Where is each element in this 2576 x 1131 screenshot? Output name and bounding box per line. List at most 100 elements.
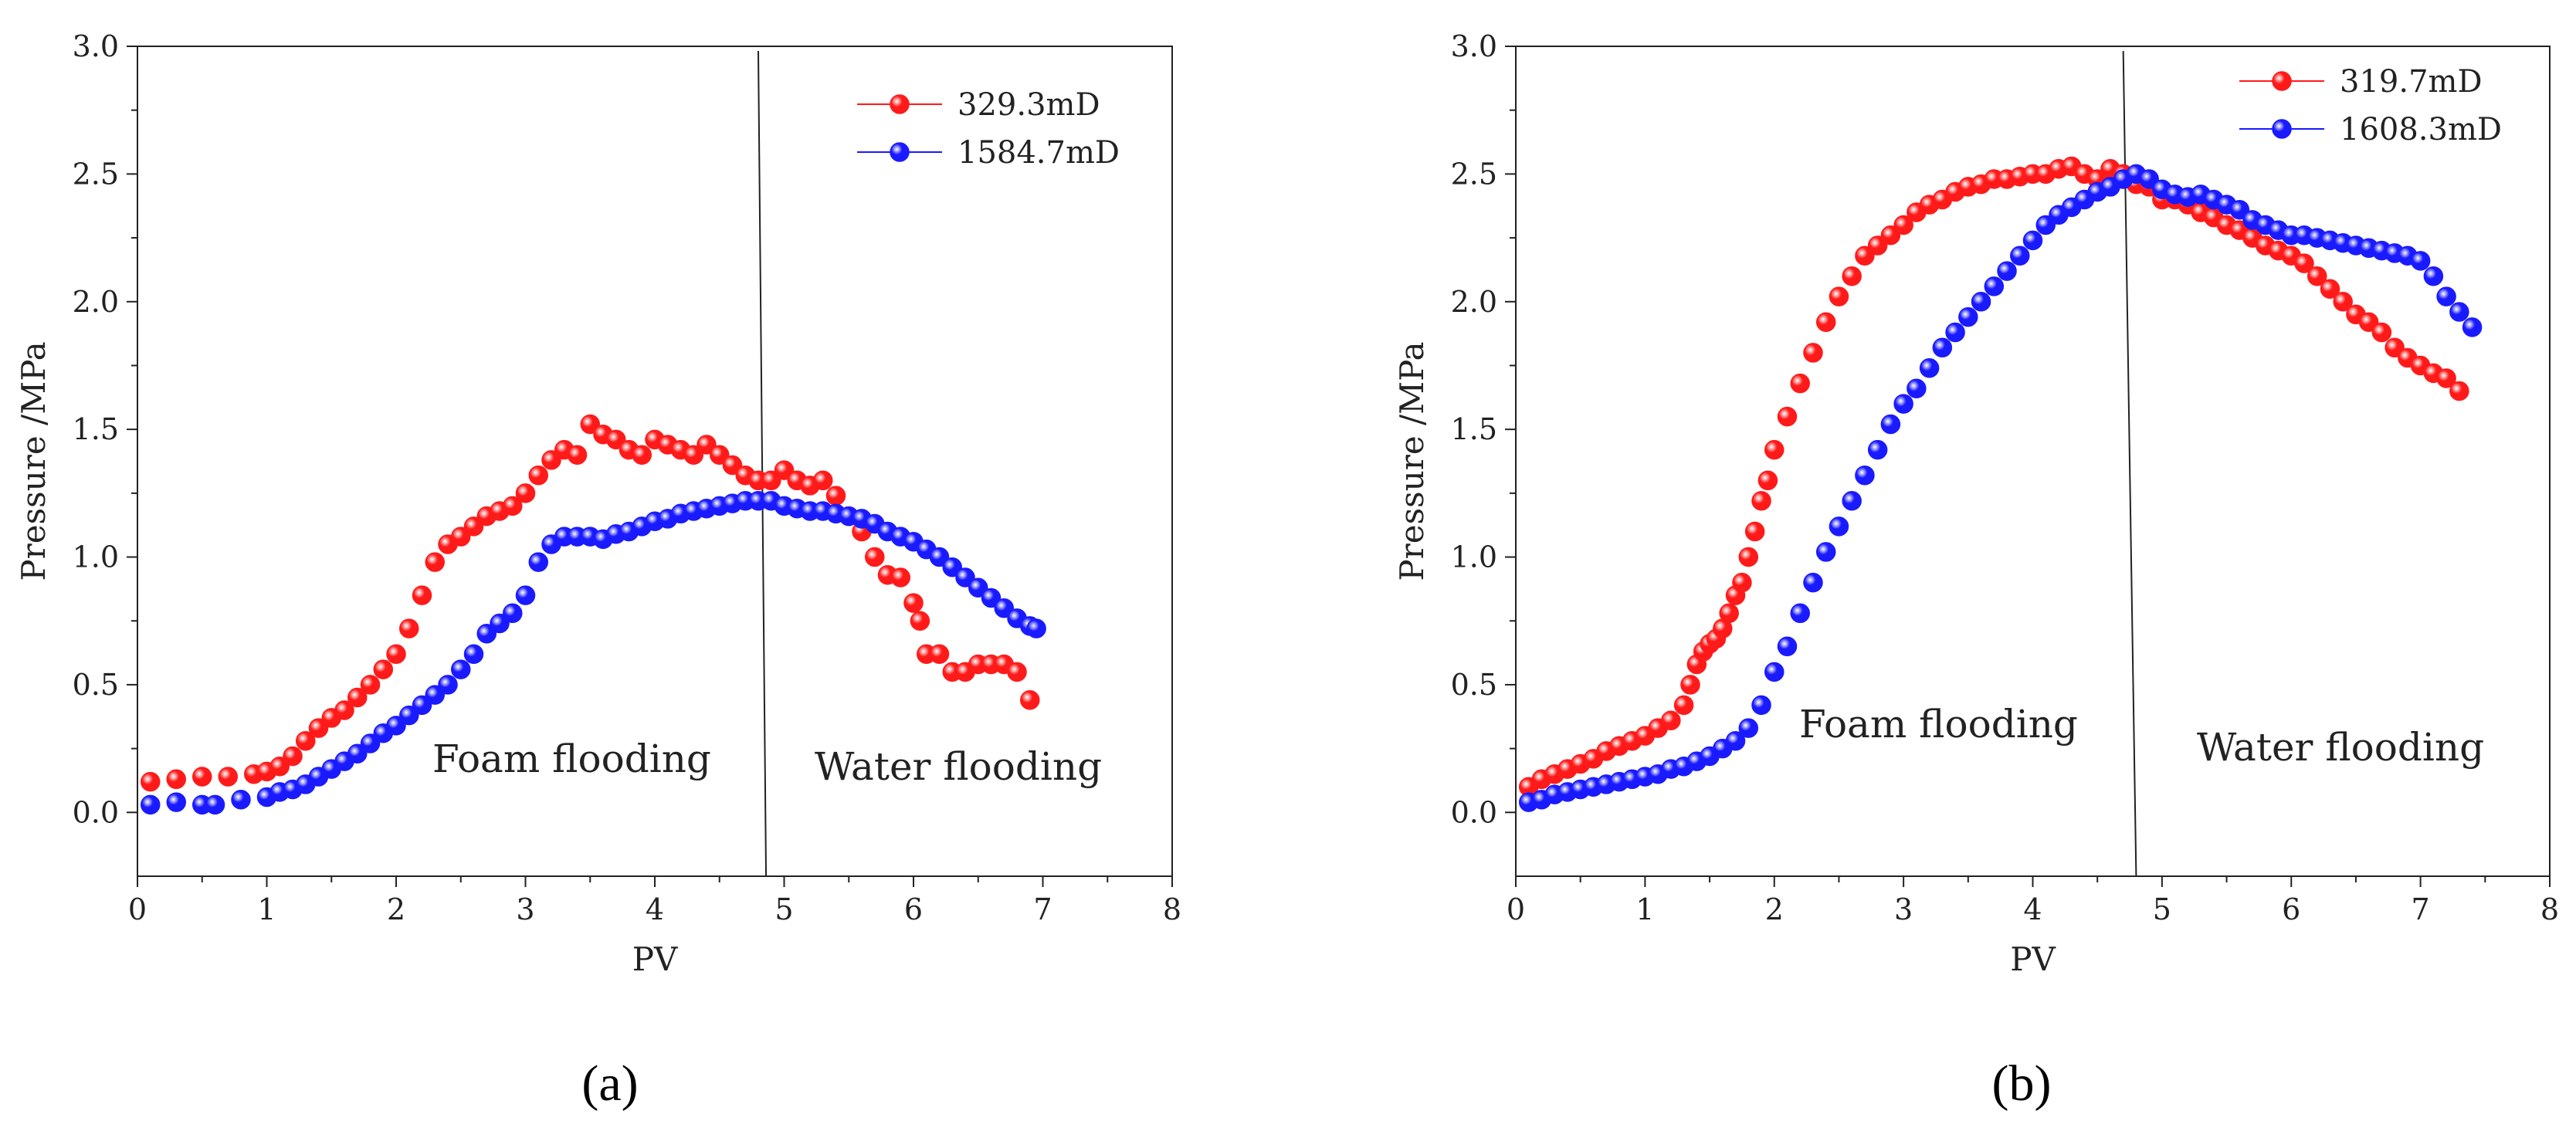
data-point (347, 687, 368, 708)
y-tick-label: 3.0 (1451, 29, 1497, 63)
annotation-water-flooding: Water flooding (815, 744, 1102, 789)
data-point (1764, 662, 1785, 682)
data-point (1855, 465, 1875, 486)
data-point (1997, 261, 2017, 281)
legend-label: 1608.3mD (2340, 112, 2502, 147)
data-point (890, 567, 910, 588)
data-point (1020, 690, 1040, 710)
data-point (1790, 603, 1810, 624)
x-tick-label: 5 (2153, 892, 2171, 926)
data-point (825, 486, 846, 506)
data-point (929, 644, 950, 664)
data-point (1945, 322, 1965, 343)
data-point (463, 516, 484, 537)
data-point (425, 685, 445, 705)
data-point (1815, 542, 1836, 562)
data-point (1673, 695, 1694, 716)
data-point (994, 598, 1014, 618)
data-point (1842, 266, 1862, 286)
data-point (2294, 253, 2314, 273)
legend-marker (890, 94, 910, 114)
y-tick-label: 3.0 (73, 29, 119, 63)
data-point (697, 435, 717, 455)
data-point (1855, 246, 1875, 266)
x-tick-label: 4 (2023, 892, 2042, 926)
y-tick-label: 0.0 (1451, 795, 1497, 829)
data-point (1893, 394, 1913, 414)
data-point (283, 746, 303, 767)
data-point (476, 624, 497, 644)
data-point (606, 429, 626, 450)
data-point (1764, 439, 1785, 460)
legend-label: 319.7mD (2340, 64, 2483, 100)
data-point (141, 794, 161, 815)
y-tick-label: 1.0 (73, 540, 119, 574)
x-tick-label: 7 (2412, 892, 2430, 926)
y-tick-label: 0.0 (73, 795, 119, 829)
data-point (761, 470, 781, 491)
data-point (2449, 302, 2469, 322)
data-point (1751, 695, 1771, 716)
data-point (683, 445, 703, 465)
data-point (218, 767, 238, 787)
data-point (2139, 169, 2159, 189)
data-point (1880, 414, 1901, 435)
data-point (451, 527, 471, 547)
data-point (1867, 235, 1888, 256)
data-point (399, 705, 419, 726)
panel-label: (b) (1992, 1055, 2052, 1112)
data-point (2462, 317, 2483, 337)
data-point (1790, 373, 1810, 394)
data-point (1829, 516, 1849, 537)
data-point (1971, 292, 1991, 312)
x-tick-label: 3 (516, 892, 534, 926)
data-point (2035, 215, 2056, 235)
data-point (1829, 286, 1849, 306)
x-tick-label: 8 (2540, 892, 2559, 926)
annotation-foam-flooding: Foam flooding (1799, 702, 2078, 747)
data-point (2320, 279, 2340, 299)
x-axis-label: PV (2010, 940, 2056, 978)
data-point (412, 585, 432, 605)
data-point (1719, 603, 1739, 624)
data-point (1803, 343, 1823, 363)
x-tick-label: 4 (646, 892, 664, 926)
data-point (2022, 230, 2043, 251)
data-point (2358, 312, 2379, 332)
data-point (347, 743, 368, 764)
data-point (2307, 266, 2327, 286)
data-point (1932, 337, 1953, 358)
series-1-markers (141, 491, 1046, 815)
data-point (192, 767, 212, 787)
y-tick-label: 1.5 (1451, 412, 1497, 446)
data-point (910, 611, 930, 631)
data-point (2371, 322, 2392, 343)
data-point (528, 465, 548, 486)
y-tick-label: 2.0 (1451, 285, 1497, 319)
annotation-foam-flooding: Foam flooding (432, 737, 711, 781)
data-point (2436, 286, 2456, 306)
data-point (490, 613, 510, 634)
data-point (166, 769, 186, 790)
data-point (2436, 368, 2456, 388)
series-0-markers (1518, 156, 2469, 797)
data-point (1680, 675, 1700, 695)
data-point (438, 675, 458, 695)
data-point (1732, 572, 1752, 593)
y-tick-label: 2.5 (73, 157, 119, 191)
data-point (515, 585, 536, 605)
legend-marker (890, 142, 910, 162)
data-point (580, 414, 600, 435)
data-point (1815, 312, 1836, 332)
data-point (2010, 246, 2030, 266)
data-point (1867, 439, 1888, 460)
data-point (1738, 718, 1759, 738)
data-point (1907, 378, 1927, 398)
data-point (386, 716, 406, 736)
data-point (1661, 710, 1681, 730)
data-point (2449, 381, 2469, 401)
data-point (632, 445, 652, 465)
data-point (2384, 337, 2405, 358)
